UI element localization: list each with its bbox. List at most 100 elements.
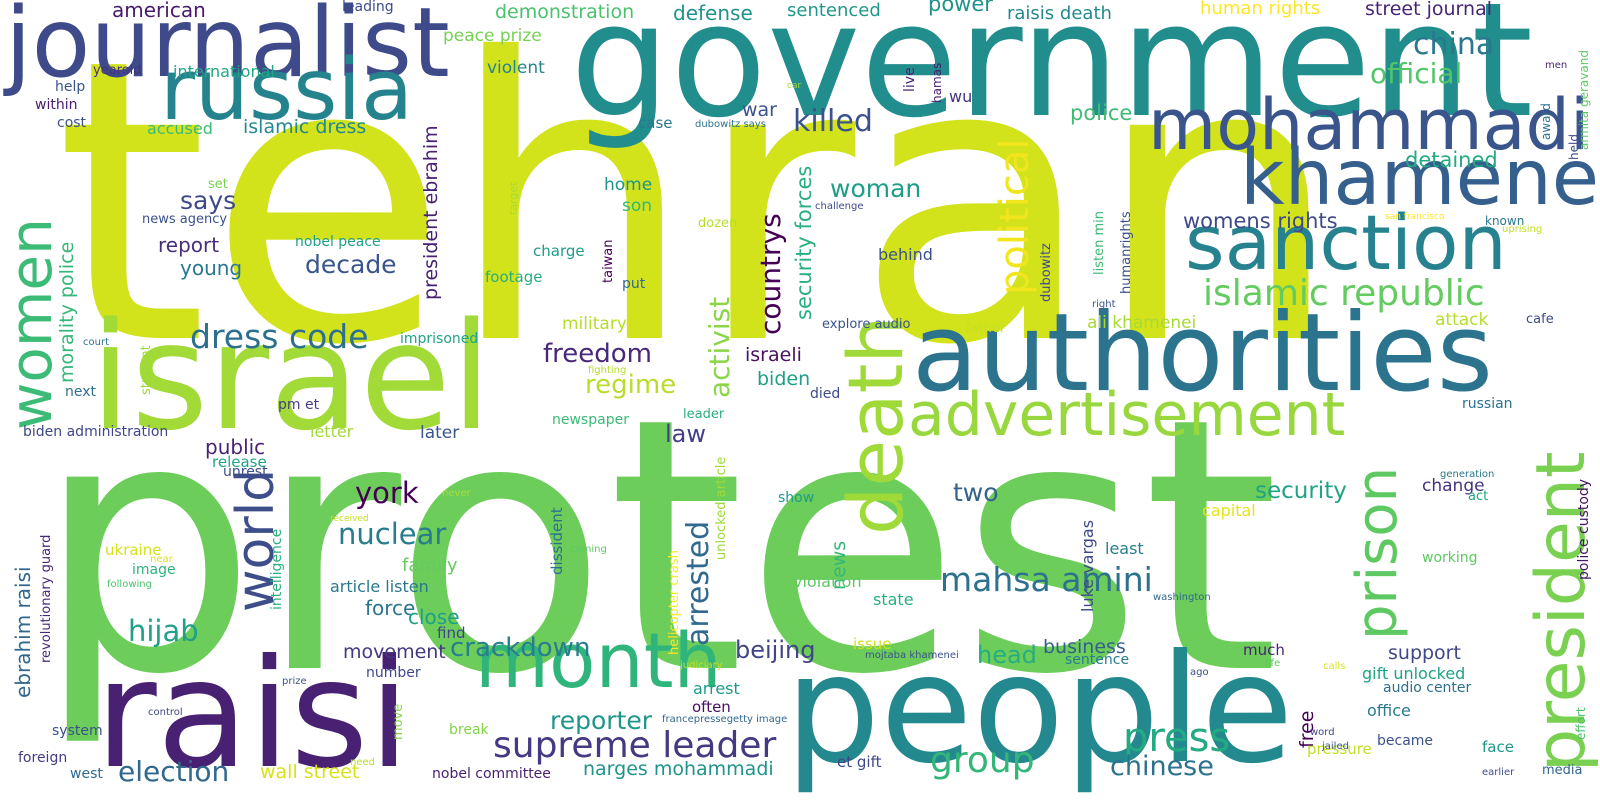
cloud-word: nobel peace [295, 234, 381, 250]
cloud-word: decade [305, 250, 397, 279]
cloud-word: journalist [5, 0, 450, 99]
cloud-word: raisis death [1007, 3, 1112, 24]
cloud-word: article listen [330, 577, 429, 596]
cloud-word: death [831, 315, 920, 535]
cloud-word: put [622, 276, 646, 292]
cloud-word: advertisement [908, 380, 1346, 450]
cloud-word: chinese [1110, 751, 1214, 782]
cloud-word: peace prize [443, 26, 542, 46]
cloud-word: generation [1440, 469, 1495, 480]
cloud-word: system [52, 723, 103, 739]
cloud-word: month [475, 616, 722, 705]
cloud-word: dubowitz says [695, 119, 766, 130]
cloud-word: uprising [1502, 224, 1543, 235]
cloud-word: killed [793, 104, 873, 139]
cloud-word: demonstration [495, 1, 635, 23]
cloud-word: regime [585, 370, 677, 400]
cloud-word: nobel committee [432, 766, 551, 782]
cloud-word: court [83, 337, 109, 348]
cloud-word: act [1468, 489, 1489, 504]
cloud-word: judiciary [680, 660, 723, 671]
cloud-word: force [365, 596, 416, 620]
cloud-word: case [638, 114, 673, 132]
cloud-word: press [1123, 715, 1231, 761]
cloud-word: state [873, 590, 914, 609]
cloud-word: footage [485, 268, 543, 286]
cloud-word: reporter [550, 706, 653, 735]
cloud-word: pm et [278, 397, 320, 413]
cloud-word: israeli [745, 344, 802, 366]
cloud-word: morality police [56, 241, 78, 383]
cloud-word: security [1255, 478, 1347, 504]
cloud-word: dissident [548, 507, 566, 575]
cloud-word: security forces [792, 165, 816, 320]
cloud-word: never [442, 488, 471, 499]
cloud-word: report [158, 233, 220, 257]
cloud-word: need [350, 757, 375, 768]
cloud-word: much [1243, 641, 1285, 659]
cloud-word: died [810, 386, 841, 402]
cloud-word: president ebrahim [420, 125, 442, 300]
cloud-word: raisi [95, 628, 411, 800]
cloud-word: york [355, 476, 419, 510]
cloud-word: two [953, 478, 999, 507]
cloud-word: home [604, 175, 653, 195]
cloud-word: freedom [543, 339, 653, 369]
cloud-word: working [1422, 550, 1478, 566]
cloud-word: letter [310, 422, 354, 441]
cloud-word: activist [703, 296, 736, 398]
cloud-word: explore audio [822, 317, 911, 332]
cloud-word: authorities [912, 291, 1493, 416]
cloud-word: violation [793, 572, 862, 591]
cloud-word: leading [342, 0, 394, 15]
cloud-word: mojtaba khamenei [865, 650, 959, 661]
cloud-word: nuclear [338, 517, 447, 551]
cloud-word: word [1310, 727, 1335, 738]
cloud-word: biden [757, 368, 811, 390]
cloud-word: following [107, 579, 152, 590]
cloud-word: detained [1405, 148, 1498, 172]
cloud-word: fighting [588, 365, 627, 376]
cloud-word: arrest [693, 679, 740, 698]
cloud-word: narges mohammadi [583, 758, 774, 780]
cloud-word: intelligence [269, 528, 285, 610]
cloud-word: human rights [1200, 0, 1321, 19]
cloud-word: group [930, 740, 1035, 781]
cloud-word: israel [90, 291, 492, 463]
cloud-word: francepressegetty image [662, 714, 788, 725]
cloud-word: change [1422, 476, 1485, 496]
cloud-word: san francisco [1385, 212, 1445, 222]
cloud-word: yearold [93, 63, 142, 78]
cloud-word: cost [57, 115, 87, 131]
cloud-word: dress code [190, 317, 369, 356]
cloud-word: show [778, 490, 815, 506]
cloud-word: father [966, 321, 1006, 336]
cloud-word: violent [487, 58, 545, 78]
cloud-word: behind [878, 245, 933, 264]
cloud-word: accused [147, 119, 213, 138]
cloud-word: arrested [681, 520, 716, 646]
cloud-word: men [1545, 60, 1568, 71]
cloud-word: son [622, 196, 653, 216]
cloud-word: hamas [930, 62, 944, 103]
cloud-word: police custody [1576, 478, 1592, 580]
cloud-word: womens rights [1183, 209, 1338, 233]
cloud-word: office [1367, 701, 1411, 720]
cloud-word: washington [1153, 592, 1211, 603]
cloud-word: mohammadi [1148, 84, 1590, 166]
cloud-word: election [118, 755, 230, 788]
cloud-word: live [902, 67, 918, 92]
cloud-word: received [330, 514, 369, 524]
cloud-word: leader [683, 407, 725, 422]
cloud-word: wu [949, 87, 973, 106]
cloud-word: later [420, 423, 460, 443]
cloud-word: car [787, 81, 802, 91]
cloud-word: audio center [1383, 680, 1472, 696]
cloud-word: tehran [55, 0, 1342, 430]
cloud-word: calls [1323, 661, 1346, 672]
cloud-word: wall street [260, 761, 360, 783]
cloud-word: young [180, 256, 243, 280]
cloud-word: ago [1190, 667, 1209, 678]
cloud-word: near [150, 554, 173, 565]
